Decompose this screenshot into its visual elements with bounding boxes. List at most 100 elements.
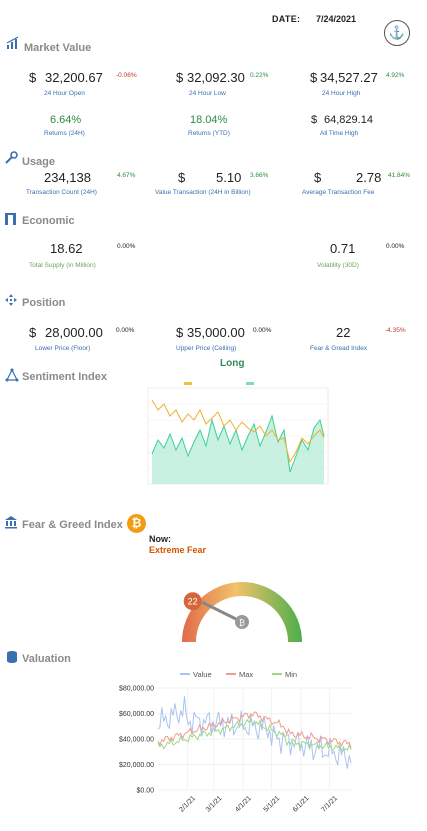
section-title-valuation: Valuation: [22, 653, 71, 665]
legend-label-max: Max: [239, 670, 253, 679]
building-icon: [5, 213, 16, 225]
tx-value-pct: 3.66%: [250, 172, 269, 179]
x-tick-label: 7/1/21: [320, 795, 339, 814]
low-value: 32,092.30: [187, 70, 245, 85]
fg-value: 22: [336, 325, 351, 340]
wrench-icon: [5, 151, 18, 164]
y-tick-label: $40,000.00: [119, 737, 154, 744]
supply-value: 18.62: [50, 241, 83, 256]
x-tick-label: 2/1/21: [178, 795, 197, 814]
legend-swatch-sentiment-b: [246, 382, 254, 385]
supply-label: Total Supply (in Million): [29, 262, 96, 269]
volatility-value: 0.71: [330, 241, 356, 256]
bitcoin-icon: ₿: [127, 514, 146, 533]
volatility-pct: 0.00%: [386, 243, 405, 250]
position-signal: Long: [220, 358, 245, 369]
floor-value: 28,000.00: [45, 325, 103, 340]
section-title-position: Position: [22, 297, 66, 309]
section-title-fear-greed: Fear & Greed Index: [22, 519, 123, 531]
floor-currency: $: [29, 325, 37, 340]
sentiment-x-axis-ticks: [150, 486, 326, 492]
arrows-move-icon: [5, 294, 17, 306]
section-title-sentiment: Sentiment Index: [22, 371, 107, 383]
fg-state: Extreme Fear: [149, 545, 207, 555]
ath-value: 64,829.14: [324, 114, 373, 126]
floor-pct: 0.00%: [116, 327, 135, 334]
tx-value-label: Value Transaction (24H in Billion): [155, 189, 251, 196]
ceiling-label: Upper Price (Ceiling): [176, 345, 237, 352]
y-tick-label: $0.00: [136, 788, 154, 795]
high-value: 34,527.27: [320, 70, 378, 85]
section-title-market-value: Market Value: [24, 42, 92, 54]
chart-series: [157, 696, 352, 769]
tx-count-pct: 4.67%: [117, 172, 136, 179]
fg-pct: -4.35%: [385, 327, 406, 334]
database-icon: [7, 651, 17, 663]
high-currency: $: [310, 70, 318, 85]
tx-fee-label: Average Transaction Fee: [302, 189, 375, 196]
returns-ytd-label: Returns (YTD): [188, 130, 230, 137]
x-tick-label: 5/1/21: [263, 795, 282, 814]
legend-label-min: Min: [285, 670, 297, 679]
fg-label: Fear & Gread Index: [310, 345, 368, 352]
low-label: 24 Hour Low: [189, 90, 226, 97]
chart-grid: [158, 687, 352, 791]
triangle-nodes-icon: [5, 368, 19, 382]
section-title-economic: Economic: [22, 215, 75, 227]
series-line-max: [157, 711, 352, 749]
x-tick-label: 6/1/21: [292, 795, 311, 814]
fear-greed-gauge: ₿ 22: [182, 582, 302, 642]
returns-24h-value: 6.64%: [50, 114, 82, 126]
section-title-usage: Usage: [22, 156, 56, 168]
report-date: 7/24/2021: [316, 14, 357, 24]
tx-count-value: 234,138: [44, 170, 91, 185]
date-label: DATE:: [272, 14, 301, 24]
volatility-label: Volatility (30D): [317, 262, 359, 269]
floor-label: Lower Price (Floor): [35, 345, 91, 352]
tx-value-value: 5.10: [216, 170, 242, 185]
gauge-needle: [201, 601, 244, 624]
legend-swatch-sentiment-a: [184, 382, 192, 385]
open-currency: $: [29, 70, 37, 85]
tx-count-label: Transaction Count (24H): [26, 189, 97, 196]
chart-legend: Value Max Min: [180, 670, 297, 679]
ceiling-pct: 0.00%: [253, 327, 272, 334]
sentiment-line-orange: [151, 399, 325, 464]
returns-ytd-value: 18.04%: [190, 114, 228, 126]
high-label: 24 Hour High: [322, 90, 361, 97]
gauge-arc: [182, 582, 302, 642]
chart-x-ticks: 2/1/21 3/1/21 4/1/21 5/1/21 6/1/21 7/1/21: [178, 795, 339, 814]
series-line-min: [157, 717, 352, 752]
gauge-hub-glyph: ₿: [239, 619, 245, 628]
chart-growth-icon: [6, 36, 19, 49]
y-tick-label: $20,000.00: [119, 762, 154, 769]
ceiling-value: 35,000.00: [187, 325, 245, 340]
legend-label-value: Value: [193, 670, 212, 679]
supply-pct: 0.00%: [117, 243, 136, 250]
fg-now-label: Now:: [149, 534, 171, 544]
open-value: 32,200.67: [45, 70, 103, 85]
ath-currency: $: [311, 114, 318, 126]
chart-y-ticks: $80,000.00 $60,000.00 $40,000.00 $20,000.00…: [119, 686, 154, 795]
high-pct: 4.92%: [386, 72, 405, 79]
ath-label: All Time High: [320, 130, 359, 137]
tx-fee-value: 2.78: [356, 170, 382, 185]
gauge-hub-bitcoin-icon: [235, 615, 249, 629]
returns-24h-label: Returns (24H): [44, 130, 85, 137]
open-label: 24 Hour Open: [44, 90, 85, 97]
sentiment-index-chart: [147, 382, 329, 492]
sentiment-area: [152, 416, 324, 484]
low-pct: 0.22%: [250, 72, 269, 79]
valuation-chart: Value Max Min $80,000.00 $60,000.00 $40,000.…: [119, 670, 352, 814]
tx-fee-currency: $: [314, 170, 322, 185]
gauge-value-marker: [183, 592, 202, 611]
x-tick-label: 3/1/21: [205, 795, 224, 814]
ceiling-currency: $: [176, 325, 184, 340]
y-tick-label: $80,000.00: [119, 686, 154, 693]
gauge-value-text: 22: [188, 597, 198, 607]
tx-fee-pct: 41.84%: [388, 172, 411, 179]
y-tick-label: $60,000.00: [119, 711, 154, 718]
anchor-logo-icon: ⚓: [384, 20, 410, 46]
x-tick-label: 4/1/21: [234, 795, 253, 814]
sentiment-line-green: [151, 414, 325, 473]
